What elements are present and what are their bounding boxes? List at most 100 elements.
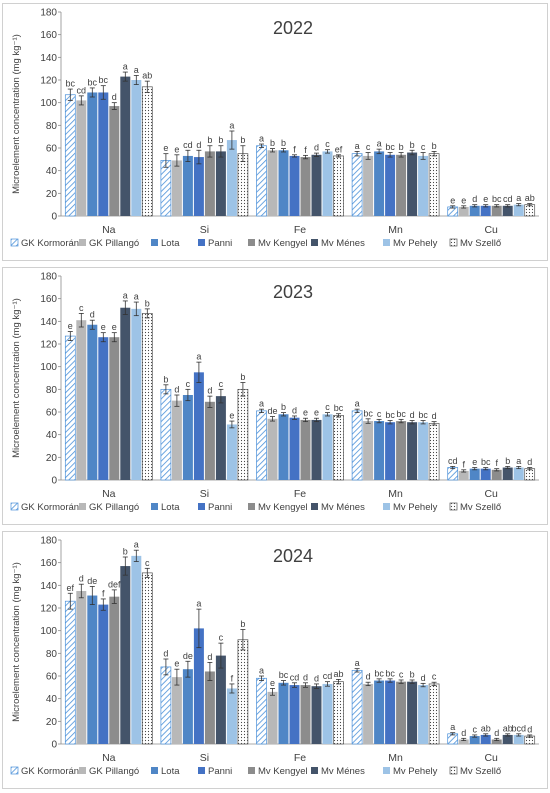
significance-letter: c <box>472 724 477 734</box>
significance-letter: b <box>432 141 437 151</box>
bar <box>491 469 502 480</box>
significance-letter: b <box>410 140 415 150</box>
legend-label: Lota <box>161 502 180 513</box>
significance-letter: e <box>483 194 488 204</box>
y-tick-label: 60 <box>46 408 58 419</box>
significance-letter: e <box>112 322 117 332</box>
bar <box>311 686 322 744</box>
legend-swatch <box>449 766 458 775</box>
legend-label: GK Kormorán <box>21 766 79 777</box>
significance-letter: b <box>123 547 128 557</box>
bar <box>333 155 344 217</box>
legend-label: Panni <box>208 238 232 249</box>
y-tick-label: 140 <box>40 317 57 328</box>
significance-letter: def <box>108 579 121 589</box>
x-tick-label: Si <box>200 752 209 764</box>
x-tick-label: Si <box>200 488 209 500</box>
significance-letter: a <box>123 290 128 300</box>
significance-letter: ab <box>142 71 152 81</box>
y-tick-label: 0 <box>51 476 57 487</box>
significance-letter: cd <box>323 671 333 681</box>
legend-swatch <box>198 767 205 774</box>
x-tick-label: Fe <box>294 752 306 764</box>
x-tick-label: Mn <box>388 224 403 236</box>
bar <box>76 591 87 744</box>
bar <box>418 685 429 744</box>
significance-letter: d <box>527 724 532 734</box>
bar <box>226 424 237 480</box>
significance-letter: d <box>207 652 212 662</box>
legend-label: GK Kormorán <box>21 238 79 249</box>
bar <box>160 160 172 217</box>
significance-letter: a <box>259 399 264 409</box>
significance-letter: e <box>229 411 234 421</box>
legend-swatch <box>311 503 318 510</box>
y-tick-label: 160 <box>40 558 57 569</box>
bar <box>193 157 204 216</box>
significance-letter: c <box>145 558 150 568</box>
bar <box>458 739 469 744</box>
y-tick-label: 80 <box>46 121 58 132</box>
bar <box>300 419 311 480</box>
significance-letter: d <box>314 673 319 683</box>
bar <box>131 555 142 744</box>
bar <box>396 421 407 480</box>
significance-letter: a <box>516 456 521 466</box>
bar <box>469 468 480 480</box>
legend-label: Panni <box>208 502 232 513</box>
y-tick-label: 60 <box>46 144 58 155</box>
y-tick-label: 120 <box>40 604 57 615</box>
bar <box>447 467 459 481</box>
significance-letter: d <box>207 386 212 396</box>
y-tick-label: 100 <box>40 362 57 373</box>
y-tick-label: 20 <box>46 717 58 728</box>
bar <box>278 150 289 216</box>
significance-letter: e <box>174 144 179 154</box>
significance-letter: d <box>410 410 415 420</box>
significance-letter: bc <box>385 668 395 678</box>
bar <box>226 140 237 216</box>
bar <box>396 154 407 216</box>
bar <box>524 204 536 217</box>
chart-panel-2022: 0 20 40 60 80 100 120 140 160 180 Microelement con… <box>2 3 548 261</box>
significance-letter: a <box>259 134 264 144</box>
y-tick-label: 0 <box>51 212 57 223</box>
y-tick-label: 180 <box>40 272 57 283</box>
bar <box>418 422 429 480</box>
bar <box>131 80 142 216</box>
significance-letter: b <box>399 142 404 152</box>
y-tick-label: 80 <box>46 649 58 660</box>
legend-label: Mv Szellő <box>460 502 501 513</box>
bar <box>141 313 153 481</box>
legend-swatch <box>311 239 318 246</box>
bar <box>278 414 289 480</box>
bar <box>87 324 98 480</box>
significance-letter: c <box>219 633 224 643</box>
legend-label: Mv Ménes <box>321 502 365 513</box>
significance-letter: d <box>472 194 477 204</box>
significance-letter: bc <box>88 77 98 87</box>
significance-letter: a <box>196 599 201 609</box>
bar <box>215 151 226 216</box>
bar <box>87 595 98 744</box>
legend-label: GK Kormorán <box>21 502 79 513</box>
significance-letter: d <box>174 385 179 395</box>
significance-letter: f <box>304 145 307 155</box>
x-tick-label: Si <box>200 224 209 236</box>
bar <box>491 739 502 744</box>
significance-letter: ab <box>333 669 343 679</box>
significance-letter: ef <box>67 583 75 593</box>
legend-label: GK Pillangó <box>89 766 139 777</box>
bar <box>141 572 153 745</box>
significance-letter: de <box>267 406 277 416</box>
bar <box>226 688 237 744</box>
bar <box>256 145 267 217</box>
legend-swatch <box>248 239 255 246</box>
significance-letter: a <box>134 65 139 75</box>
legend-label: Mv Kengyel <box>258 238 308 249</box>
bar <box>396 681 407 744</box>
bar <box>289 685 300 744</box>
x-tick-label: Cu <box>484 752 498 764</box>
legend-label: Lota <box>161 766 180 777</box>
bar <box>267 691 278 744</box>
